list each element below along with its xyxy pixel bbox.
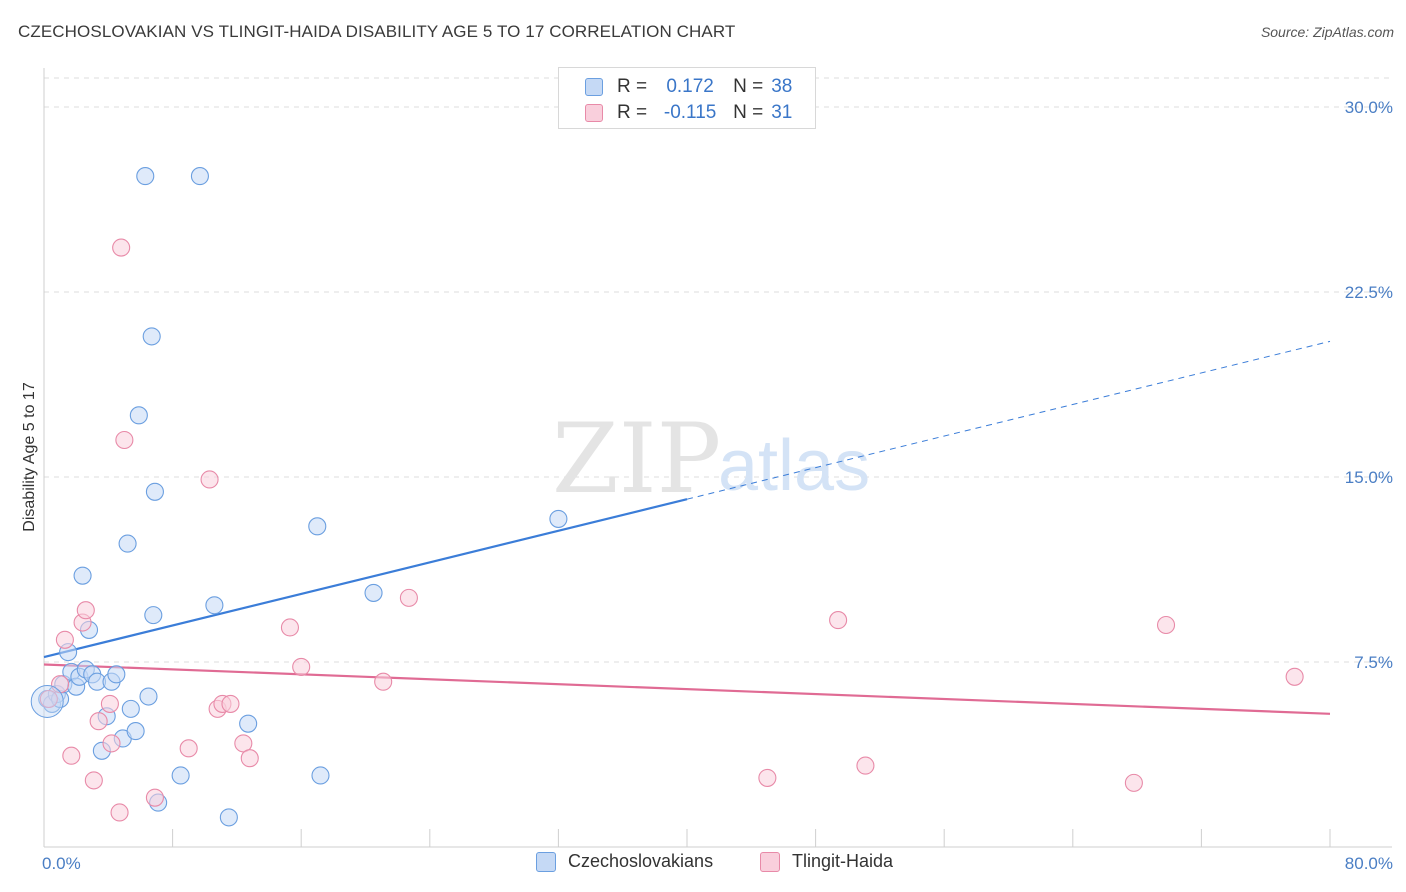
point-czechoslovakians <box>308 517 327 536</box>
trend-line-tlingit-haida <box>43 663 1331 715</box>
trend-line-czechoslovakians <box>43 498 688 659</box>
legend-swatch-blue <box>585 78 603 96</box>
y-tick-label: 15.0% <box>1345 468 1393 487</box>
point-tlingit-haida <box>280 618 299 637</box>
y-tick-label: 7.5% <box>1354 653 1393 672</box>
point-tlingit-haida <box>100 694 119 713</box>
point-czechoslovakians-cluster <box>30 684 64 718</box>
point-tlingit-haida <box>1285 667 1304 686</box>
point-tlingit-haida <box>240 749 259 768</box>
series-swatch-pink <box>760 851 780 872</box>
series-legend-label: Czechoslovakians <box>568 851 714 871</box>
point-czechoslovakians <box>136 167 155 186</box>
point-czechoslovakians <box>129 406 148 425</box>
gridlines <box>44 77 1392 663</box>
watermark-atlas: atlas <box>718 426 870 506</box>
point-czechoslovakians <box>190 167 209 186</box>
point-tlingit-haida <box>115 430 134 450</box>
legend-swatch-pink <box>585 104 603 122</box>
point-tlingit-haida <box>221 694 240 713</box>
point-czechoslovakians <box>121 699 140 718</box>
legend-n-label: N = <box>733 102 764 123</box>
y-tick-label: 30.0% <box>1345 98 1393 117</box>
x-tick-label: 0.0% <box>42 854 81 873</box>
legend-r-label: R = <box>617 76 648 97</box>
point-tlingit-haida <box>55 630 74 649</box>
source-label: Source: ZipAtlas.com <box>1260 24 1394 40</box>
point-czechoslovakians <box>118 534 137 553</box>
point-tlingit-haida <box>856 756 875 775</box>
point-czechoslovakians <box>145 482 164 501</box>
stats-legend: R = 0.172 N = 38 R = -0.115 N = 31 <box>558 67 816 129</box>
point-czechoslovakians <box>144 606 163 625</box>
legend-row-tlingit-haida: R = -0.115 N = 31 <box>585 100 792 126</box>
point-czechoslovakians <box>549 509 568 528</box>
point-tlingit-haida <box>292 657 311 676</box>
point-czechoslovakians <box>73 566 92 585</box>
point-czechoslovakians <box>219 808 238 827</box>
trend-lines <box>43 340 1331 715</box>
legend-r-value: 0.172 <box>666 76 714 97</box>
legend-n-label: N = <box>733 76 764 97</box>
point-tlingit-haida <box>399 588 418 607</box>
point-czechoslovakians <box>239 714 258 733</box>
point-tlingit-haida <box>829 611 848 630</box>
point-czechoslovakians <box>205 596 224 615</box>
y-axis-label: Disability Age 5 to 17 <box>21 382 38 532</box>
chart-title: CZECHOSLOVAKIAN VS TLINGIT-HAIDA DISABIL… <box>18 22 736 41</box>
legend-r-label: R = <box>617 102 648 123</box>
legend-row-czechoslovakians: R = 0.172 N = 38 <box>585 74 792 100</box>
point-tlingit-haida <box>62 746 81 765</box>
point-tlingit-haida <box>758 768 777 787</box>
point-tlingit-haida <box>145 788 164 807</box>
point-tlingit-haida <box>1124 773 1143 792</box>
series-legend-label: Tlingit-Haida <box>792 851 894 871</box>
point-tlingit-haida <box>39 689 58 709</box>
point-czechoslovakians <box>139 687 158 706</box>
legend-r-value: -0.115 <box>663 102 717 123</box>
series-swatch-blue <box>536 851 556 872</box>
point-tlingit-haida <box>200 470 219 489</box>
point-tlingit-haida <box>102 734 121 753</box>
point-tlingit-haida <box>374 672 393 691</box>
watermark-zip: ZIP <box>552 403 721 515</box>
point-czechoslovakians <box>126 722 145 741</box>
x-tick-labels: 0.0% 80.0% <box>42 854 1393 873</box>
y-tick-label: 22.5% <box>1345 283 1393 302</box>
trend-line-czechoslovakians-projection <box>686 340 1331 500</box>
point-tlingit-haida <box>76 601 95 620</box>
point-czechoslovakians <box>364 583 383 602</box>
point-tlingit-haida <box>89 712 108 731</box>
series-legend: Czechoslovakians Tlingit-Haida <box>0 851 1406 877</box>
y-tick-labels: 7.5% 15.0% 22.5% 30.0% <box>1345 98 1393 672</box>
series-legend-tlingit-haida[interactable]: Tlingit-Haida <box>760 851 893 872</box>
point-tlingit-haida <box>84 771 103 790</box>
point-tlingit-haida <box>112 238 131 257</box>
legend-n-value: 38 <box>771 76 793 97</box>
point-tlingit-haida <box>1156 615 1176 635</box>
series-legend-czechoslovakians[interactable]: Czechoslovakians <box>536 851 713 872</box>
point-tlingit-haida <box>110 803 129 822</box>
point-czechoslovakians <box>311 766 330 785</box>
legend-n-value: 31 <box>771 102 793 123</box>
point-tlingit-haida <box>179 739 198 758</box>
x-tick-label: 80.0% <box>1345 854 1393 873</box>
point-czechoslovakians <box>171 766 190 785</box>
data-points <box>30 167 1304 827</box>
point-czechoslovakians <box>107 665 126 684</box>
point-czechoslovakians <box>142 327 161 346</box>
